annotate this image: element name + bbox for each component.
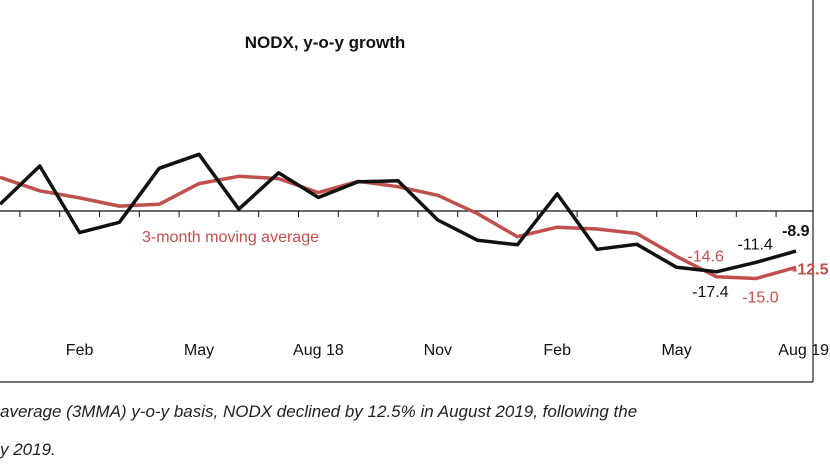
- x-tick-label: Feb: [543, 342, 571, 359]
- data-label-nodx: -8.9: [782, 223, 810, 240]
- series-line-nodx: [0, 152, 797, 274]
- x-axis-ticks: [19, 211, 777, 217]
- chart-title: NODX, y-o-y growth: [245, 33, 406, 52]
- legend-label-3mma: 3-month moving average: [142, 229, 319, 246]
- x-tick-label: Aug 19: [778, 342, 829, 359]
- data-label-nodx: -11.4: [738, 236, 773, 253]
- data-label-3mma: -14.6: [687, 249, 724, 266]
- data-label-3mma: -15.0: [742, 290, 779, 307]
- series-lines: [0, 152, 797, 281]
- x-tick-label: Feb: [66, 342, 94, 359]
- data-labels: -8.9 -11.4 -17.4 -14.6 -15.0 -12.5: [687, 223, 828, 306]
- series-line-3mma: [0, 174, 797, 281]
- x-axis-tick-labels: Feb May Aug 18 Nov Feb May Aug 19: [66, 342, 829, 359]
- x-tick-label: Nov: [424, 342, 452, 359]
- data-label-nodx: -17.4: [692, 284, 729, 301]
- x-tick-label: May: [184, 342, 214, 359]
- caption-line-1: average (3MMA) y-o-y basis, NODX decline…: [0, 402, 638, 421]
- data-label-3mma: -12.5: [792, 261, 829, 278]
- x-tick-label: Aug 18: [293, 342, 344, 359]
- x-tick-label: May: [661, 342, 691, 359]
- caption-line-2: y 2019.: [0, 440, 56, 459]
